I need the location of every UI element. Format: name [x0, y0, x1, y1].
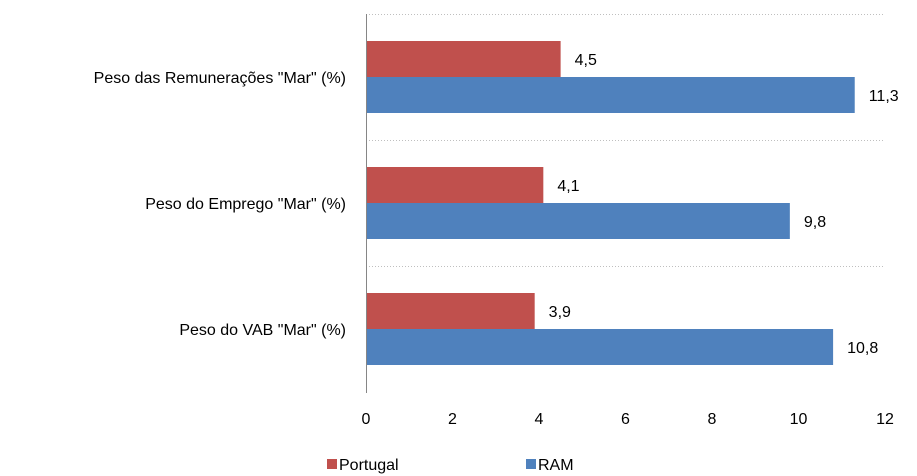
bar-ram-0 — [366, 77, 855, 113]
value-axis: 0 2 4 6 8 10 12 — [362, 14, 894, 428]
tick-label: 12 — [876, 411, 894, 428]
data-label: 10,8 — [847, 340, 878, 357]
category-label: Peso do Emprego "Mar" (%) — [145, 196, 346, 213]
bar-portugal-0 — [366, 41, 561, 77]
bar-ram-2 — [366, 329, 834, 365]
tick-label: 10 — [790, 411, 808, 428]
tick-label: 2 — [448, 411, 457, 428]
data-labels: 4,5 11,3 4,1 9,8 3,9 10,8 — [549, 52, 899, 357]
legend-label: RAM — [538, 457, 574, 474]
data-label: 4,5 — [575, 52, 597, 69]
legend: Portugal RAM — [327, 457, 574, 474]
legend-label: Portugal — [339, 457, 399, 474]
tick-label: 8 — [708, 411, 717, 428]
category-label: Peso do VAB "Mar" (%) — [179, 322, 346, 339]
category-label: Peso das Remunerações "Mar" (%) — [94, 70, 346, 87]
tick-label: 6 — [621, 411, 630, 428]
legend-swatch-ram — [526, 459, 536, 469]
gridlines — [366, 14, 885, 267]
bar-portugal-2 — [366, 293, 535, 329]
data-label: 9,8 — [804, 214, 826, 231]
data-label: 4,1 — [557, 178, 579, 195]
tick-label: 4 — [535, 411, 544, 428]
legend-swatch-portugal — [327, 459, 337, 469]
bars — [366, 41, 855, 365]
category-axis: Peso das Remunerações "Mar" (%) Peso do E… — [94, 70, 346, 339]
bar-portugal-1 — [366, 167, 544, 203]
tick-label: 0 — [362, 411, 371, 428]
data-label: 3,9 — [549, 304, 571, 321]
bar-ram-1 — [366, 203, 790, 239]
data-label: 11,3 — [869, 88, 899, 105]
